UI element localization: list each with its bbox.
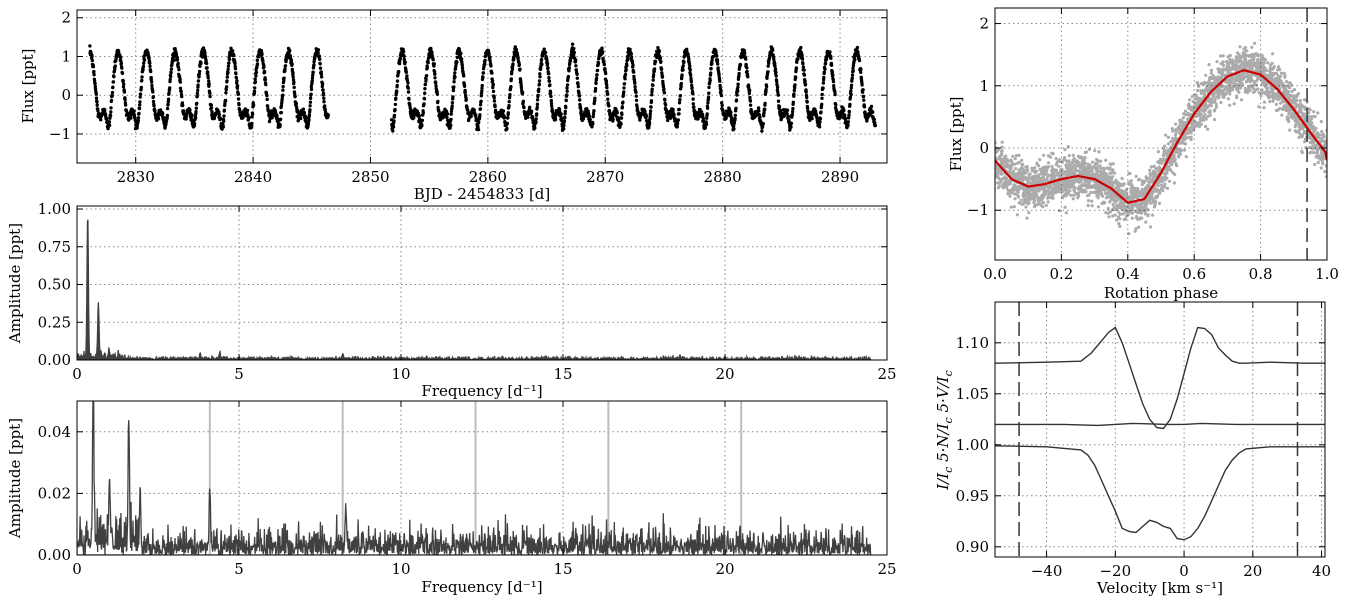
y-tick-label: 0.04 <box>38 423 71 441</box>
y-tick-label: 2 <box>61 9 71 27</box>
lsd-ylabel-n-sub: c <box>942 417 955 423</box>
y-tick-label: 0.50 <box>38 276 71 294</box>
phase-curve-fit-line <box>995 69 1327 205</box>
periodogram-line <box>77 401 872 555</box>
x-tick-label: 5 <box>234 365 244 383</box>
x-tick-label: 40 <box>1312 562 1331 580</box>
periodogram-full-panel: 0 5 10 15 20 25 0.00 0.25 0.50 0.75 1.00 Frequency… <box>6 200 897 400</box>
x-tick-label: 2860 <box>469 168 507 186</box>
y-tick-label: 1.00 <box>956 436 989 454</box>
lsd-profile-panel: −40 −20 0 20 40 0.90 0.95 1.00 1.05 1.10 Velocity… <box>934 301 1331 597</box>
y-tick-label: 1.05 <box>956 385 989 403</box>
x-tick-label: 2830 <box>117 168 155 186</box>
y-tick-label: 0 <box>979 139 989 157</box>
light-curve-xlabel: BJD - 2454833 [d] <box>414 185 551 203</box>
stokes-i-profile-line <box>995 445 1325 541</box>
y-tick-label: −1 <box>49 125 71 143</box>
phase-curve-frame <box>994 7 1328 261</box>
x-tick-label: 10 <box>391 365 410 383</box>
x-tick-label: −40 <box>1031 562 1063 580</box>
y-tick-label: 0.00 <box>38 351 71 369</box>
x-tick-label: 2840 <box>234 168 272 186</box>
periodogram-prewhitened-xlabel: Frequency [d⁻¹] <box>421 578 542 596</box>
light-curve-ylabel: Flux [ppt] <box>19 48 37 123</box>
periodogram-prewhitened-frame <box>76 400 888 556</box>
x-tick-label: −20 <box>1099 562 1131 580</box>
x-tick-label: 2850 <box>351 168 389 186</box>
y-tick-label: 0 <box>61 86 71 104</box>
x-tick-label: 2890 <box>821 168 859 186</box>
null-profile-line <box>995 422 1325 427</box>
lsd-profile-xlabel: Velocity [km s⁻¹] <box>1096 579 1223 597</box>
periodogram-full-ylabel: Amplitude [ppt] <box>6 223 24 344</box>
phase-curve-points <box>995 41 1327 236</box>
y-tick-label: 0.90 <box>956 538 989 556</box>
x-tick-label: 0.2 <box>1049 265 1073 283</box>
y-tick-label: 0.95 <box>956 487 989 505</box>
lsd-profile-ylabel: I/Ic 5·N/Ic 5·V/Ic <box>934 370 955 491</box>
y-tick-label: 1.10 <box>956 334 989 352</box>
x-tick-label: 15 <box>553 560 572 578</box>
x-tick-label: 0 <box>1179 562 1189 580</box>
x-tick-label: 5 <box>234 560 244 578</box>
y-tick-label: 1.00 <box>38 200 71 218</box>
x-tick-label: 0 <box>72 560 82 578</box>
x-tick-label: 2870 <box>586 168 624 186</box>
stokes-v-profile-line <box>995 326 1325 430</box>
lsd-ylabel-i: I/I <box>934 472 952 491</box>
x-tick-label: 0 <box>72 365 82 383</box>
y-tick-label: 1 <box>61 47 71 65</box>
light-curve-panel: 2830 2840 2850 2860 2870 2880 2890 −1 0 1 2 BJD - … <box>19 9 888 203</box>
lsd-ylabel-v: 5·V/I <box>934 375 952 412</box>
light-curve-points <box>88 42 878 133</box>
lsd-ylabel-i-sub: c <box>942 467 955 473</box>
y-tick-label: 0.02 <box>38 484 71 502</box>
x-tick-label: 0.6 <box>1182 265 1206 283</box>
x-tick-label: 1.0 <box>1315 265 1339 283</box>
phase-curve-xlabel: Rotation phase <box>1104 284 1218 302</box>
y-tick-label: 0.25 <box>38 313 71 331</box>
x-tick-label: 10 <box>391 560 410 578</box>
x-tick-label: 20 <box>715 365 734 383</box>
x-tick-label: 20 <box>1243 562 1262 580</box>
lsd-profile-frame <box>994 301 1326 558</box>
periodogram-full-frame <box>76 205 888 361</box>
x-tick-label: 0.0 <box>983 265 1007 283</box>
y-tick-label: 0.75 <box>38 238 71 256</box>
y-tick-label: 0.00 <box>38 546 71 564</box>
periodogram-line <box>77 219 872 360</box>
y-tick-label: 1 <box>979 77 989 95</box>
phase-curve-ylabel: Flux [ppt] <box>947 96 965 171</box>
x-tick-label: 20 <box>715 560 734 578</box>
x-tick-label: 25 <box>877 560 896 578</box>
y-tick-label: 2 <box>979 15 989 33</box>
x-tick-label: 0.4 <box>1116 265 1140 283</box>
x-tick-label: 0.8 <box>1249 265 1273 283</box>
lsd-ylabel-n: 5·N/I <box>934 422 952 461</box>
periodogram-prewhitened-panel: 0 5 10 15 20 25 0.00 0.02 0.04 Frequency [d⁻¹] A… <box>6 400 897 596</box>
x-tick-label: 15 <box>553 365 572 383</box>
y-tick-label: −1 <box>967 201 989 219</box>
periodogram-prewhitened-ylabel: Amplitude [ppt] <box>6 418 24 539</box>
light-curve-frame <box>76 9 888 164</box>
x-tick-label: 2880 <box>704 168 742 186</box>
x-tick-label: 25 <box>877 365 896 383</box>
periodogram-full-xlabel: Frequency [d⁻¹] <box>421 382 542 400</box>
lsd-ylabel-v-sub: c <box>942 370 955 376</box>
phase-curve-panel: 0.0 0.2 0.4 0.6 0.8 1.0 −1 0 1 2 Rotation phase F… <box>947 7 1339 302</box>
